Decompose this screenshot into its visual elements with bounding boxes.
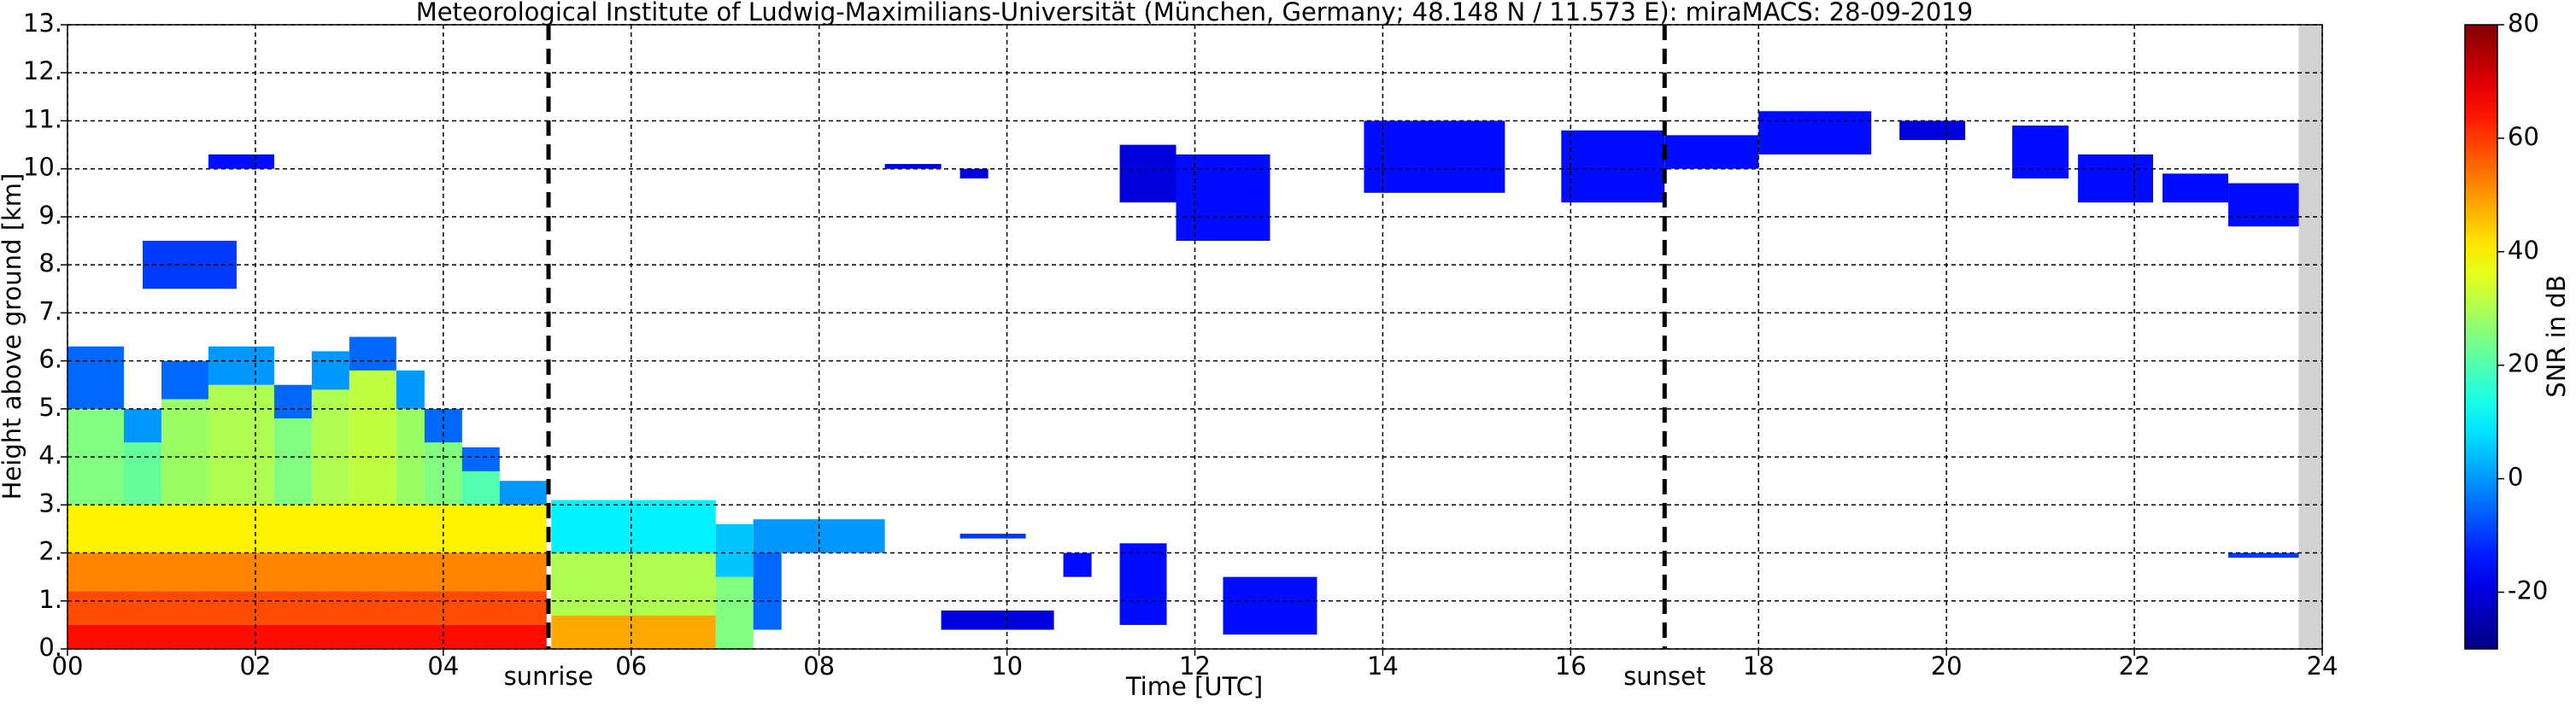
y-axis-label: Height above ground [km] [0, 173, 26, 500]
heatmap-cell [161, 399, 208, 505]
x-tick-label: 20 [1931, 651, 1963, 681]
heatmap-cell [208, 384, 274, 505]
colorbar-label: SNR in dB [2542, 275, 2571, 397]
annotation-label: sunset [1623, 662, 1705, 691]
heatmap-cell [715, 576, 754, 649]
heatmap-cell [1063, 552, 1092, 577]
colorbar-tick-label: 80 [2508, 9, 2539, 38]
heatmap-cell [67, 505, 547, 553]
y-tick-label: 5. [38, 393, 62, 422]
heatmap-cell [1899, 120, 1966, 140]
heatmap-cell [1561, 130, 1665, 203]
heatmap-cell [753, 552, 782, 630]
y-tick-label: 0. [38, 633, 62, 662]
heatmap-cell [1758, 111, 1872, 155]
x-tick-label: 06 [615, 651, 647, 681]
heatmap-cell [2078, 154, 2154, 203]
heatmap-cell [142, 241, 237, 289]
plot-frame [67, 24, 2323, 650]
heatmap-cell [67, 346, 124, 409]
heatmap-cell [1176, 154, 1270, 242]
x-tick-label: 24 [2307, 651, 2338, 681]
y-tick-label: 11. [23, 104, 62, 133]
heatmap-cell [1364, 120, 1505, 193]
heatmap-cell [959, 168, 989, 178]
y-tick-label: 13. [23, 9, 62, 38]
y-tick-label: 6. [38, 345, 62, 374]
y-tick-label: 10. [23, 153, 62, 182]
heatmap-cell [161, 360, 208, 400]
x-tick-label: 10 [991, 651, 1023, 681]
heatmap-cell [959, 534, 1026, 539]
x-tick-label: 22 [2119, 651, 2151, 681]
heatmap-cell [311, 389, 349, 505]
heatmap-cell [2012, 126, 2069, 178]
x-tick-label: 14 [1367, 651, 1399, 681]
no-data-band [2298, 25, 2322, 649]
heatmap-cell [396, 370, 425, 409]
y-tick-label: 2. [38, 537, 62, 566]
heatmap-cell [551, 552, 716, 616]
heatmap-cell [461, 470, 500, 505]
annotation-label: sunrise [504, 662, 594, 691]
heatmap-cell [715, 523, 754, 577]
heatmap-cell [208, 154, 274, 169]
heatmap-cell [2228, 183, 2299, 227]
x-tick-label: 04 [427, 651, 459, 681]
heatmap-cell [551, 500, 716, 553]
heatmap-cell [2228, 552, 2299, 558]
x-tick-label: 16 [1555, 651, 1587, 681]
heatmap-cell [67, 591, 547, 625]
y-tick-label: 12. [23, 56, 62, 85]
y-tick-label: 4. [38, 441, 62, 470]
heatmap-cell [67, 552, 547, 592]
y-tick-label: 3. [38, 488, 62, 517]
y-tick-label: 8. [38, 248, 62, 278]
colorbar-tick-label: 40 [2508, 236, 2539, 265]
heatmap-cell [123, 408, 161, 443]
heatmap-cell [123, 442, 161, 505]
heatmap-cell [1119, 144, 1177, 203]
x-tick-label: 18 [1743, 651, 1775, 681]
heatmap-cell [349, 336, 396, 371]
heatmap-cell [1664, 135, 1759, 169]
heatmap-cell [67, 624, 547, 649]
heatmap-cell [1119, 543, 1167, 625]
heatmap-cell [499, 481, 547, 505]
x-tick-label: 12 [1179, 651, 1211, 681]
heatmap-cell [311, 351, 349, 390]
x-tick-label: 02 [239, 651, 271, 681]
heatmap-cell [884, 164, 942, 169]
heatmap-cell [1223, 576, 1317, 635]
y-tick-label: 7. [38, 296, 62, 325]
x-tick-label: 08 [803, 651, 835, 681]
colorbar-tick-label: 60 [2508, 122, 2539, 151]
y-tick-label: 1. [38, 585, 62, 614]
heatmap-cell [941, 611, 1054, 630]
chart-title: Meteorological Institute of Ludwig-Maxim… [416, 0, 1973, 26]
colorbar [2464, 24, 2498, 650]
heatmap-cell [273, 418, 312, 505]
heatmap-cell [349, 370, 396, 505]
heatmap-cell [273, 384, 312, 419]
x-axis-label: Time [UTC] [1125, 672, 1263, 701]
colorbar-tick-label: -20 [2508, 576, 2548, 605]
heatmap-cell [2162, 173, 2229, 203]
heatmap-cell [208, 346, 274, 385]
heatmap-cell [551, 615, 716, 649]
x-tick-label: 00 [52, 651, 84, 681]
colorbar-tick-label: 20 [2508, 349, 2539, 378]
y-tick-label: 9. [38, 201, 62, 230]
colorbar-tick-label: 0 [2508, 463, 2523, 492]
heatmap-cell [461, 447, 500, 471]
